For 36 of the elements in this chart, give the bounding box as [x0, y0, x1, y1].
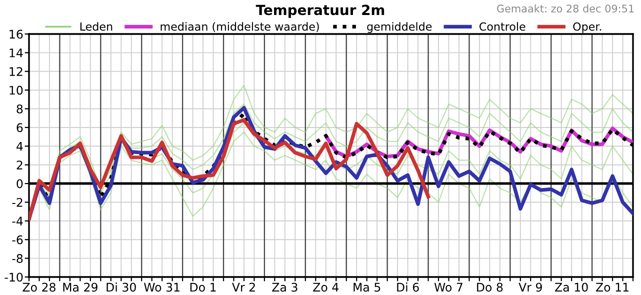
x-tick-label: Zo 11	[596, 282, 628, 292]
y-tick-label: -6	[12, 235, 23, 244]
y-tick-label: -4	[12, 216, 23, 226]
x-tick-label: Wo 31	[144, 282, 180, 292]
y-tick-label: 2	[16, 160, 22, 170]
y-tick-label: 12	[10, 67, 22, 76]
x-tick-label: Za 3	[272, 282, 298, 292]
y-tick-label: 6	[16, 123, 23, 132]
y-tick-label: 10	[10, 86, 23, 95]
y-tick-label: -10	[4, 272, 23, 282]
x-tick-label: Wo 7	[434, 282, 462, 292]
x-tick-label: Do 8	[477, 282, 503, 292]
y-tick-label: 0	[16, 179, 23, 188]
legend-label: Controle	[480, 22, 526, 31]
x-tick-label: Vr 2	[232, 282, 255, 292]
y-tick-label: 8	[16, 104, 23, 114]
x-tick-label: Ma 5	[354, 282, 380, 292]
y-tick-label: -8	[12, 254, 23, 263]
y-tick-label: 16	[10, 30, 23, 39]
legend-label: mediaan (middelste waarde)	[160, 22, 319, 32]
x-tick-label: Zo 28	[22, 282, 56, 292]
legend-label: Oper.	[573, 22, 602, 33]
legend-label: gemiddelde	[367, 22, 432, 33]
x-tick-label: Za 10	[555, 282, 588, 292]
legend-label: Leden	[80, 22, 112, 31]
x-tick-label: Do 1	[190, 282, 216, 292]
x-tick-label: Ma 29	[63, 282, 98, 292]
x-tick-label: Zo 4	[313, 282, 339, 292]
x-tick-label: Di 6	[397, 282, 419, 292]
text: Gemaakt: zo 28 dec 09:51	[497, 4, 634, 12]
y-tick-label: 14	[10, 48, 23, 58]
y-tick-label: 4	[16, 142, 23, 151]
y-tick-label: -2	[12, 198, 22, 207]
chart-title: Temperatuur 2m	[256, 4, 384, 18]
x-tick-label: Vr 9	[518, 282, 542, 292]
x-tick-label: Di 30	[106, 282, 136, 292]
